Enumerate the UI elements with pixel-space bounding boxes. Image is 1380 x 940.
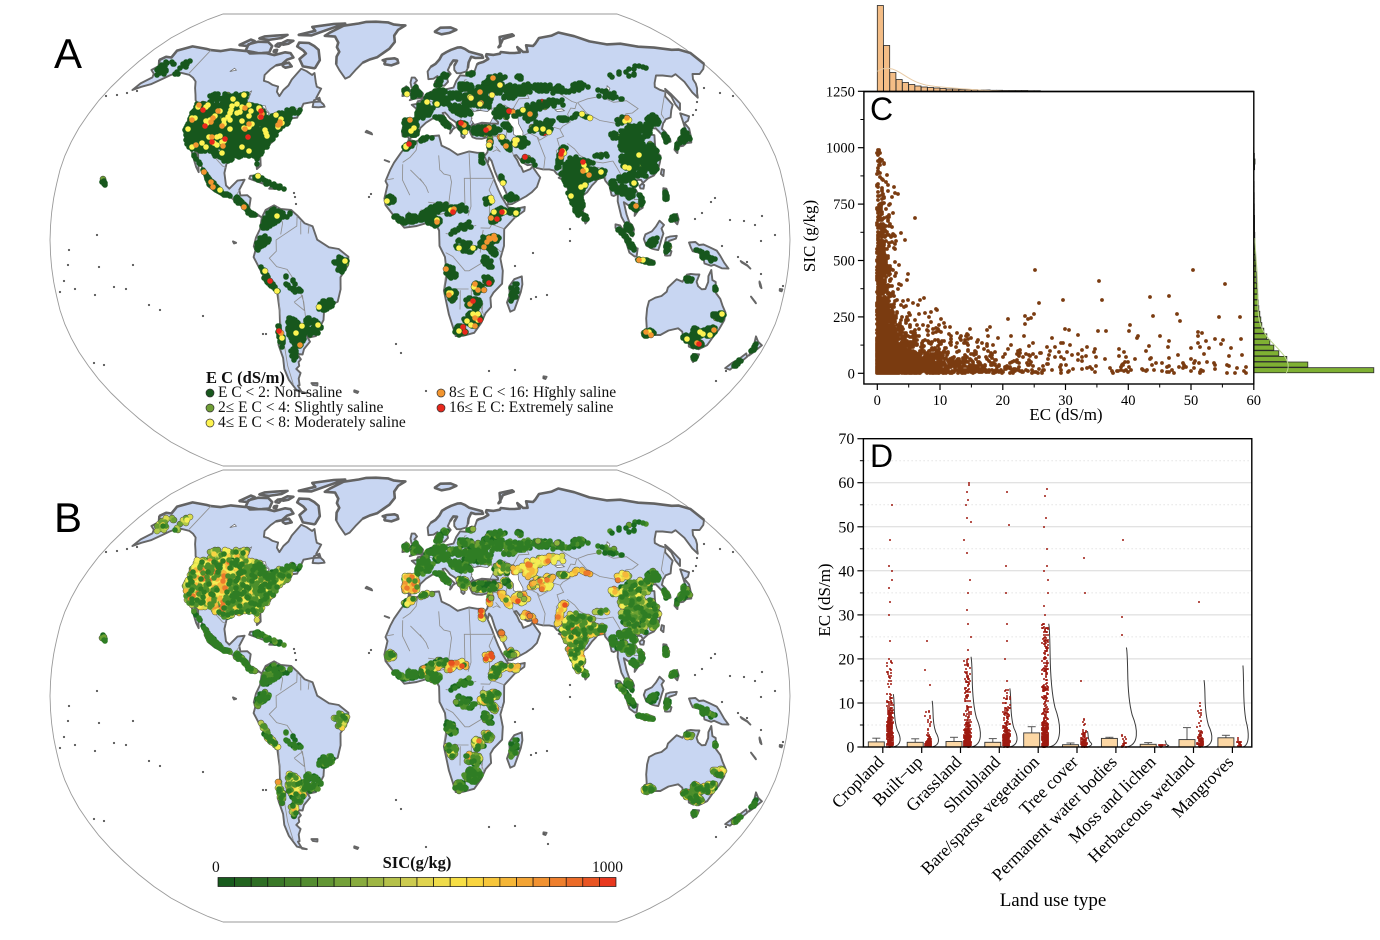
svg-text:20: 20 bbox=[838, 651, 854, 668]
svg-text:70: 70 bbox=[838, 431, 854, 448]
svg-text:10: 10 bbox=[838, 696, 854, 713]
svg-text:EC (dS/m): EC (dS/m) bbox=[1029, 405, 1102, 424]
svg-text:D: D bbox=[870, 438, 893, 474]
svg-text:1000: 1000 bbox=[592, 859, 623, 876]
svg-text:C: C bbox=[870, 91, 893, 127]
svg-text:1000: 1000 bbox=[826, 141, 855, 157]
svg-text:16≤ E C: Extremely saline: 16≤ E C: Extremely saline bbox=[449, 399, 613, 416]
svg-text:A: A bbox=[54, 30, 82, 77]
svg-text:50: 50 bbox=[838, 519, 854, 536]
svg-text:60: 60 bbox=[1247, 393, 1262, 409]
svg-text:50: 50 bbox=[1184, 393, 1199, 409]
svg-text:EC (dS/m): EC (dS/m) bbox=[815, 563, 834, 636]
svg-text:10: 10 bbox=[933, 393, 948, 409]
svg-text:500: 500 bbox=[833, 254, 855, 270]
svg-text:0: 0 bbox=[846, 740, 854, 757]
svg-text:20: 20 bbox=[996, 393, 1011, 409]
svg-text:4≤ E C < 8: Moderately saline: 4≤ E C < 8: Moderately saline bbox=[218, 414, 406, 431]
svg-text:30: 30 bbox=[838, 607, 854, 624]
svg-text:SIC (g/kg): SIC (g/kg) bbox=[800, 200, 819, 272]
svg-text:250: 250 bbox=[833, 310, 855, 326]
svg-text:40: 40 bbox=[838, 563, 854, 580]
svg-text:0: 0 bbox=[848, 366, 855, 382]
svg-text:1250: 1250 bbox=[826, 84, 855, 100]
svg-text:Land use type: Land use type bbox=[1000, 890, 1107, 911]
svg-text:SIC(g/kg): SIC(g/kg) bbox=[383, 853, 452, 872]
svg-text:B: B bbox=[54, 494, 82, 541]
svg-text:0: 0 bbox=[212, 859, 220, 876]
svg-text:0: 0 bbox=[874, 393, 881, 409]
svg-text:750: 750 bbox=[833, 197, 855, 213]
svg-text:40: 40 bbox=[1121, 393, 1136, 409]
svg-text:60: 60 bbox=[838, 475, 854, 492]
